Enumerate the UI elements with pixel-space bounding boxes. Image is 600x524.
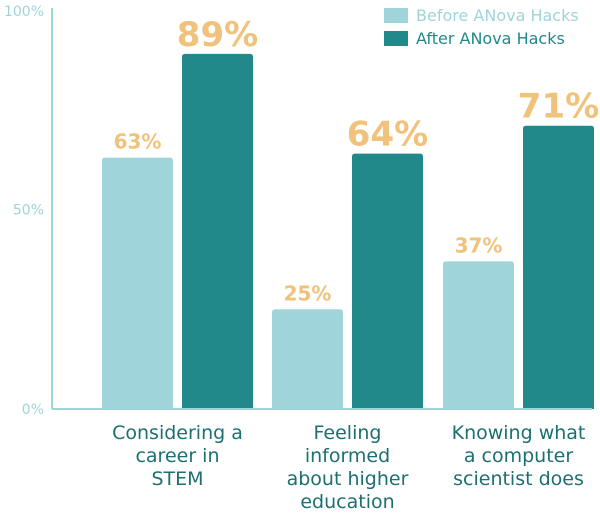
category-label-line: career in — [135, 445, 219, 467]
bar-after-2 — [523, 125, 594, 410]
bar-before-1 — [272, 309, 343, 409]
y-tick-label: 0% — [22, 402, 44, 418]
category-label-line: about higher — [287, 468, 409, 490]
category-label-line: informed — [305, 445, 390, 467]
legend-label-before: Before ANova Hacks — [416, 6, 579, 25]
category-label-line: scientist does — [453, 468, 584, 490]
category-label-line: a computer — [464, 445, 574, 467]
value-label-after-0: 89% — [177, 15, 258, 55]
category-label-line: Feeling — [314, 422, 382, 444]
y-tick-label: 50% — [13, 203, 44, 219]
value-label-after-2: 71% — [518, 87, 599, 127]
category-label-line: STEM — [151, 468, 203, 490]
legend-swatch-before — [384, 8, 408, 23]
category-label-line: Knowing what — [452, 422, 586, 444]
value-label-after-1: 64% — [347, 115, 428, 155]
legend-label-after: After ANova Hacks — [416, 29, 565, 48]
category-label-line: Considering a — [112, 422, 243, 444]
value-label-before-1: 25% — [284, 281, 332, 305]
bar-before-2 — [443, 261, 514, 409]
bar-after-1 — [352, 153, 423, 409]
legend-swatch-after — [384, 31, 408, 46]
value-label-before-2: 37% — [455, 233, 503, 257]
bar-before-0 — [102, 157, 173, 409]
category-label-line: education — [300, 491, 394, 513]
value-label-before-0: 63% — [114, 130, 162, 154]
y-tick-label: 100% — [4, 4, 44, 20]
bar-after-0 — [182, 53, 253, 409]
